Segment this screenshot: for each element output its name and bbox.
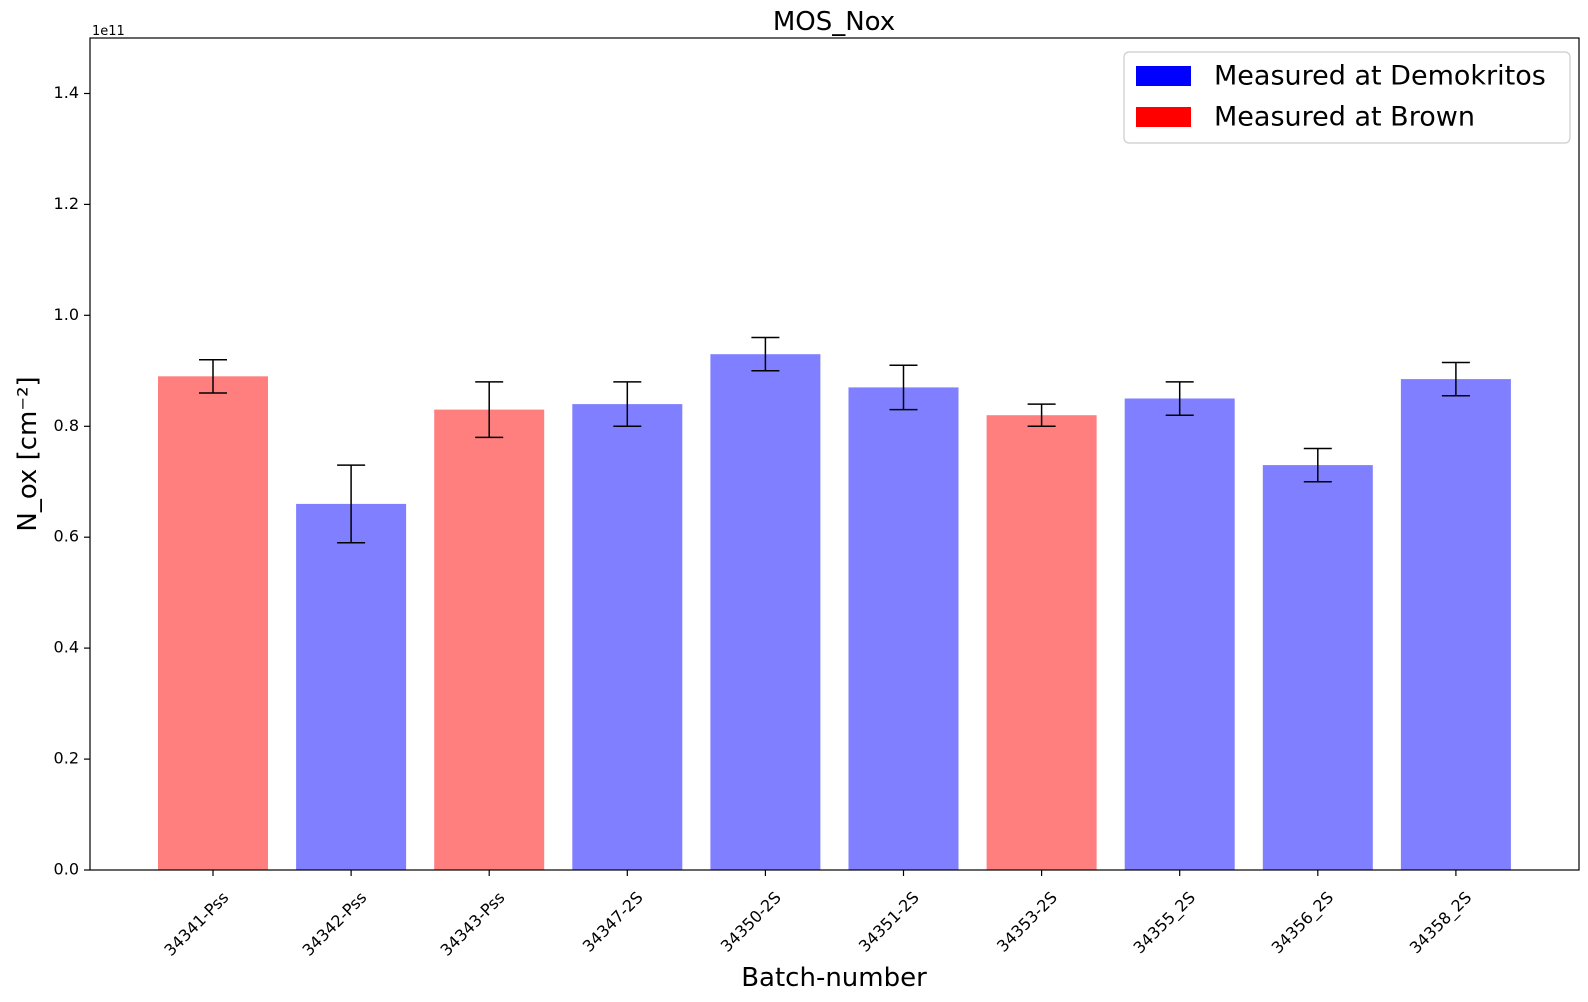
bar-34358_2S [1400,379,1511,870]
legend: Measured at Demokritos Measured at Brown [1123,51,1571,144]
x-axis: 34341-Pss 34342-Pss 34343-Pss 34347-2S 34350… [160,870,1476,960]
y-tick-label: 0.4 [54,638,79,657]
bars-layer [158,354,1511,870]
y-tick-label: 0.8 [54,416,79,435]
plot-frame [89,37,1580,871]
x-tick-label: 34351-2S [855,888,923,956]
bar-34347-2S [572,404,683,870]
y-tick-label: 0.2 [54,749,79,768]
legend-label-Brown: Measured at Brown [1214,102,1475,133]
x-axis-title: Batch-number [741,963,927,993]
bar-34355_2S [1124,398,1235,870]
bar-34356_2S [1262,465,1373,870]
legend-items: Measured at Demokritos Measured at Brown [1136,61,1546,133]
x-tick-label: 34342-Pss [298,888,370,960]
legend-swatch-Demokritos [1136,66,1191,86]
error-bar-34353-2S [1027,403,1056,428]
x-tick-label: 34347-2S [579,888,647,956]
error-bar-34342-Pss [337,464,366,544]
y-axis-offset-label: 1e11 [92,24,125,39]
error-bar-34356_2S [1303,447,1332,483]
x-tick-label: 34341-Pss [160,888,232,960]
chart-title: MOS_Nox [773,7,895,37]
x-tick-label: 34355_2S [1130,888,1200,958]
bar-34341-Pss [158,376,268,870]
x-tick-label: 34358_2S [1406,888,1476,958]
y-tick-label: 0.0 [54,860,79,879]
y-tick-label: 0.6 [54,527,79,546]
bar-34351-2S [848,387,959,870]
x-tick-label: 34356_2S [1268,888,1338,958]
x-tick-label: 34350-2S [717,888,785,956]
error-bar-34358_2S [1441,361,1470,397]
error-bar-34350-2S [751,336,780,372]
x-tick-label: 34353-2S [993,888,1061,956]
y-axis-title: N_ox [cm⁻²] [13,376,43,531]
y-tick-label: 1.0 [54,305,79,324]
bar-34350-2S [710,354,821,870]
bar-34343-Pss [434,409,545,870]
x-tick-label: 34343-Pss [437,888,509,960]
bar-34342-Pss [296,503,407,870]
legend-label-Demokritos: Measured at Demokritos [1214,61,1546,92]
error-bar-34355_2S [1165,381,1194,416]
error-bars-layer [199,336,1470,544]
y-tick-label: 1.4 [54,83,79,102]
error-bar-34343-Pss [475,381,504,439]
legend-frame [1123,51,1571,144]
error-bar-34341-Pss [199,358,227,394]
bar-34353-2S [986,415,1097,870]
y-tick-label: 1.2 [54,194,79,213]
error-bar-34347-2S [613,381,642,428]
legend-swatch-Brown [1136,107,1191,127]
error-bar-34351-2S [889,364,918,411]
y-axis: 0.0 0.2 0.4 0.6 0.8 1.0 1.2 1.4 [54,83,90,879]
